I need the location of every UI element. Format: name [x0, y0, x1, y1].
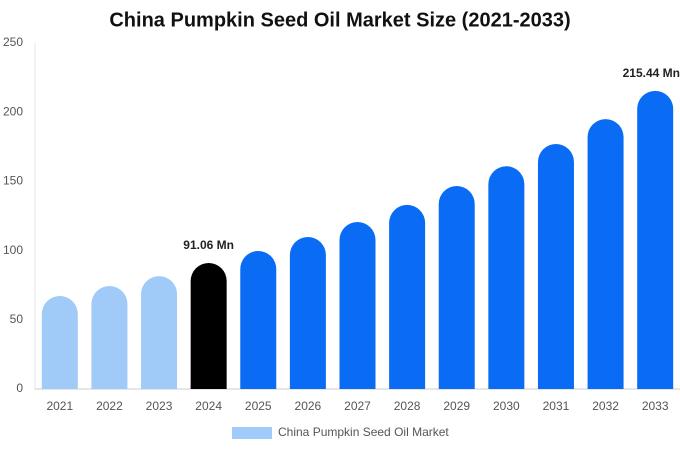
x-tick-label: 2026: [295, 399, 322, 413]
bar: [537, 144, 574, 389]
y-tick-label: 0: [16, 381, 23, 395]
y-tick-label: 100: [3, 243, 23, 257]
bar: [339, 221, 376, 389]
x-tick-label: 2031: [543, 399, 570, 413]
bar: [389, 204, 426, 389]
bar: [438, 185, 475, 389]
bar: [141, 276, 178, 389]
x-tick-label: 2033: [642, 399, 669, 413]
bar: [289, 237, 326, 389]
x-tick-label: 2022: [96, 399, 123, 413]
x-tick-label: 2029: [443, 399, 470, 413]
legend-swatch: [232, 427, 272, 439]
x-tick-label: 2032: [592, 399, 619, 413]
x-tick-label: 2030: [493, 399, 520, 413]
x-tick-label: 2027: [344, 399, 371, 413]
data-label: 91.06 Mn: [183, 238, 234, 252]
x-tick-label: 2023: [146, 399, 173, 413]
bar: [240, 251, 277, 389]
y-tick-label: 250: [3, 35, 23, 49]
bar: [190, 262, 227, 389]
bar: [587, 119, 624, 389]
chart-title: China Pumpkin Seed Oil Market Size (2021…: [109, 9, 570, 31]
bar: [637, 90, 674, 389]
x-tick-label: 2025: [245, 399, 272, 413]
bar: [91, 286, 128, 389]
bar: [488, 166, 525, 389]
y-tick-label: 200: [3, 104, 23, 118]
y-tick-label: 150: [3, 174, 23, 188]
x-tick-label: 2024: [195, 399, 222, 413]
x-tick-label: 2028: [394, 399, 421, 413]
legend-label: China Pumpkin Seed Oil Market: [278, 425, 449, 439]
y-tick-label: 50: [10, 312, 24, 326]
bar: [41, 296, 78, 389]
x-tick-label: 2021: [46, 399, 73, 413]
data-label: 215.44 Mn: [623, 66, 680, 80]
